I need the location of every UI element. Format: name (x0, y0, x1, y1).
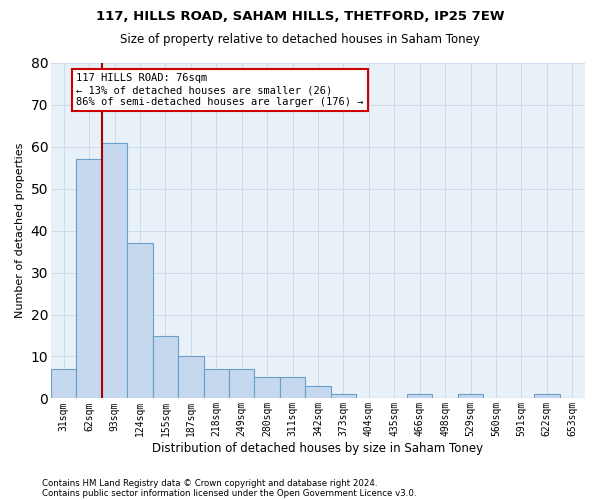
Bar (203, 369, 229, 398)
Bar (51, 369, 76, 398)
Bar (152, 336, 178, 398)
Bar (407, 394, 433, 398)
Bar (102, 142, 127, 398)
Text: Contains public sector information licensed under the Open Government Licence v3: Contains public sector information licen… (42, 488, 416, 498)
Text: Size of property relative to detached houses in Saham Toney: Size of property relative to detached ho… (120, 32, 480, 46)
Bar (254, 378, 280, 398)
Bar (331, 394, 356, 398)
Y-axis label: Number of detached properties: Number of detached properties (15, 143, 25, 318)
Bar (280, 378, 305, 398)
Bar (127, 244, 152, 398)
Bar (305, 386, 331, 398)
Bar (458, 394, 483, 398)
Text: 117 HILLS ROAD: 76sqm
← 13% of detached houses are smaller (26)
86% of semi-deta: 117 HILLS ROAD: 76sqm ← 13% of detached … (76, 74, 364, 106)
Bar (534, 394, 560, 398)
Bar (76, 160, 102, 398)
Text: Contains HM Land Registry data © Crown copyright and database right 2024.: Contains HM Land Registry data © Crown c… (42, 478, 377, 488)
Bar (229, 369, 254, 398)
Bar (178, 356, 203, 399)
Text: 117, HILLS ROAD, SAHAM HILLS, THETFORD, IP25 7EW: 117, HILLS ROAD, SAHAM HILLS, THETFORD, … (96, 10, 504, 23)
X-axis label: Distribution of detached houses by size in Saham Toney: Distribution of detached houses by size … (152, 442, 484, 455)
